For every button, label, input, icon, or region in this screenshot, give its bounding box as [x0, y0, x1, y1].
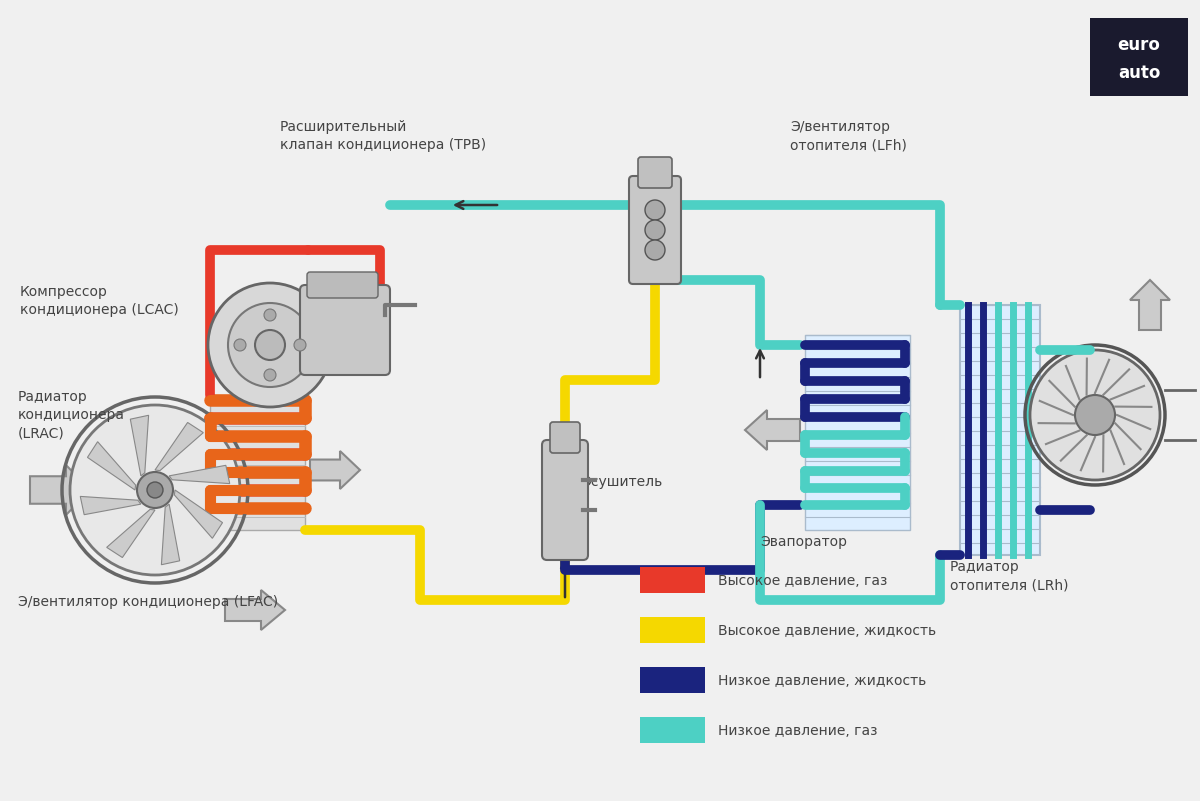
Circle shape: [70, 405, 240, 575]
Polygon shape: [1130, 280, 1170, 330]
Text: Радиатор
кондиционера
(LRAC): Радиатор кондиционера (LRAC): [18, 390, 125, 441]
Circle shape: [1030, 350, 1160, 480]
Circle shape: [256, 330, 286, 360]
Text: Низкое давление, газ: Низкое давление, газ: [718, 724, 877, 738]
Text: auto: auto: [1118, 63, 1160, 82]
Circle shape: [208, 283, 332, 407]
Polygon shape: [174, 490, 222, 538]
Text: Радиатор
отопителя (LRh): Радиатор отопителя (LRh): [950, 560, 1068, 593]
FancyBboxPatch shape: [960, 305, 1040, 555]
Circle shape: [228, 303, 312, 387]
Polygon shape: [80, 497, 140, 515]
Circle shape: [264, 309, 276, 321]
Text: Э/вентилятор кондиционера (LFAC): Э/вентилятор кондиционера (LFAC): [18, 595, 278, 609]
FancyBboxPatch shape: [629, 176, 682, 284]
Polygon shape: [88, 441, 136, 490]
Circle shape: [646, 220, 665, 240]
Polygon shape: [169, 465, 229, 484]
Polygon shape: [310, 451, 360, 489]
FancyBboxPatch shape: [805, 335, 910, 530]
Text: Э/вентилятор
отопителя (LFh): Э/вентилятор отопителя (LFh): [790, 120, 907, 152]
Polygon shape: [107, 509, 155, 557]
Polygon shape: [745, 410, 800, 450]
Polygon shape: [30, 465, 90, 515]
Polygon shape: [131, 415, 149, 476]
Circle shape: [646, 200, 665, 220]
Circle shape: [137, 472, 173, 508]
Text: Осушитель: Осушитель: [580, 475, 662, 489]
FancyBboxPatch shape: [640, 667, 706, 693]
FancyBboxPatch shape: [307, 272, 378, 298]
Text: Высокое давление, жидкость: Высокое давление, жидкость: [718, 624, 936, 638]
Circle shape: [646, 240, 665, 260]
Circle shape: [294, 339, 306, 351]
Text: Высокое давление, газ: Высокое давление, газ: [718, 574, 887, 588]
Text: Эвапоратор: Эвапоратор: [760, 535, 847, 549]
Polygon shape: [226, 590, 286, 630]
FancyBboxPatch shape: [210, 395, 305, 530]
Text: Расширительный
клапан кондиционера (ТРВ): Расширительный клапан кондиционера (ТРВ): [280, 120, 486, 152]
FancyBboxPatch shape: [640, 717, 706, 743]
Polygon shape: [161, 504, 180, 565]
FancyBboxPatch shape: [1090, 18, 1188, 96]
Text: Низкое давление, жидкость: Низкое давление, жидкость: [718, 674, 926, 688]
Text: Компрессор
кондиционера (LCAC): Компрессор кондиционера (LCAC): [20, 285, 179, 317]
FancyBboxPatch shape: [300, 285, 390, 375]
FancyBboxPatch shape: [542, 440, 588, 560]
FancyBboxPatch shape: [640, 567, 706, 593]
FancyBboxPatch shape: [550, 422, 580, 453]
Text: euro: euro: [1117, 36, 1160, 54]
Circle shape: [1075, 395, 1115, 435]
Circle shape: [264, 369, 276, 381]
FancyBboxPatch shape: [640, 617, 706, 643]
FancyBboxPatch shape: [638, 157, 672, 188]
Circle shape: [234, 339, 246, 351]
Circle shape: [148, 482, 163, 498]
Polygon shape: [155, 422, 203, 471]
